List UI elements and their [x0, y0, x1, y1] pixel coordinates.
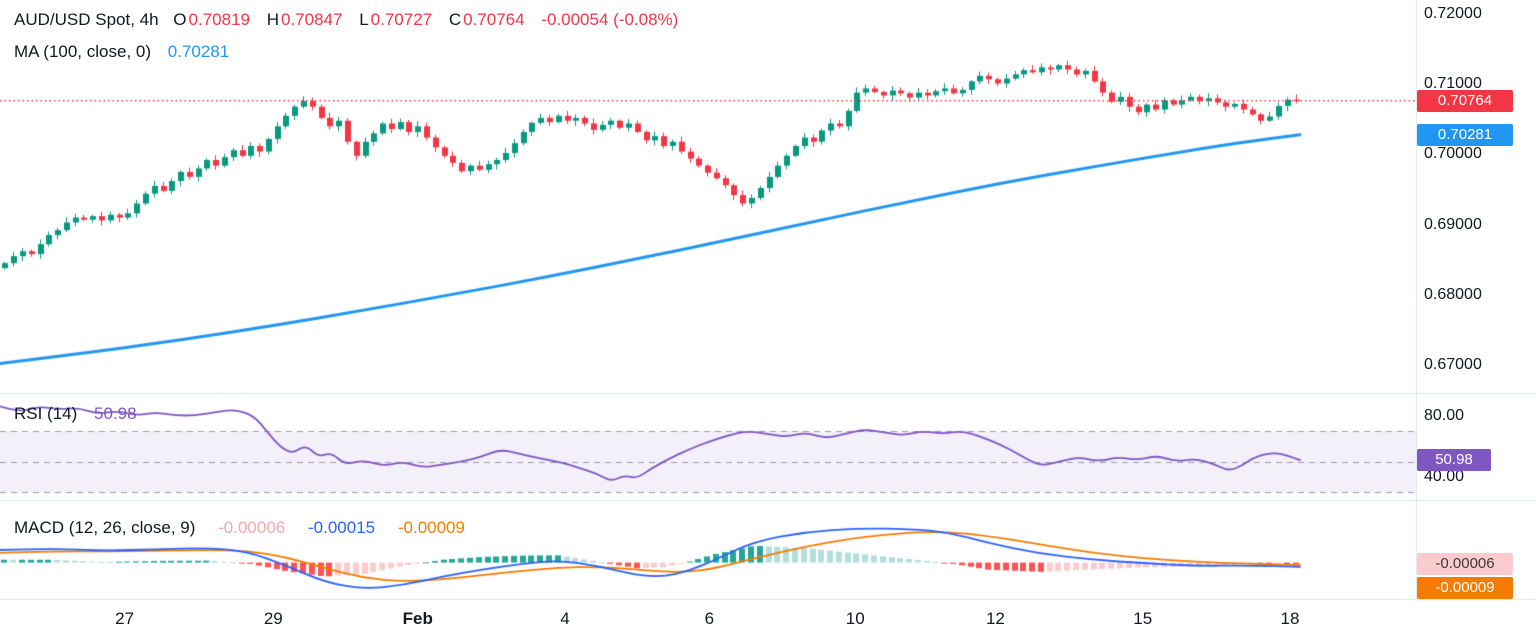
price-axis-label: 0.69000 [1424, 215, 1482, 233]
price-axis-label: 0.71000 [1424, 75, 1482, 93]
macd-legend: MACD (12, 26, close, 9) -0.00006 -0.0001… [14, 517, 465, 539]
time-axis-label: 29 [263, 609, 283, 628]
rsi-legend: RSI (14) 50.98 [14, 403, 137, 425]
time-axis-label: 10 [845, 609, 865, 628]
price-axis-label: 0.72000 [1424, 5, 1482, 23]
time-axis-label: Feb [402, 609, 433, 628]
time-axis-label: 18 [1280, 609, 1300, 628]
ma-price-badge: 0.70281 [1417, 123, 1513, 146]
rsi-axis-label: 80.00 [1424, 406, 1465, 424]
time-axis-label: 4 [560, 609, 570, 628]
macd-line-value: -0.00015 [308, 518, 376, 537]
price-axis-label: 0.70000 [1424, 145, 1482, 163]
macd-signal-value: -0.00009 [397, 518, 465, 537]
rsi-axis-label: 40.00 [1424, 467, 1465, 485]
close-value: 0.70764 [463, 10, 525, 29]
low-value: 0.70727 [370, 10, 433, 29]
ma-indicator-label[interactable]: MA (100, close, 0) [14, 42, 152, 61]
ma-indicator-value: 0.70281 [167, 42, 230, 61]
rsi-indicator-value: 50.98 [94, 404, 137, 423]
symbol-title[interactable]: AUD/USD Spot, 4h [14, 10, 159, 29]
time-axis-label: 12 [985, 609, 1005, 628]
low-label: L [359, 10, 369, 29]
open-label: O [173, 10, 187, 29]
high-label: H [266, 10, 279, 29]
macd-hist-value: -0.00006 [218, 518, 286, 537]
macd-hist-badge: -0.00006 [1417, 553, 1513, 576]
macd-signal-badge: -0.00009 [1417, 577, 1513, 600]
rsi-indicator-label[interactable]: RSI (14) [14, 404, 78, 423]
high-value: 0.70847 [281, 10, 343, 29]
price-axis-label: 0.67000 [1424, 355, 1482, 373]
open-value: 0.70819 [188, 10, 250, 29]
rsi-value-badge: 50.98 [1417, 449, 1491, 472]
macd-indicator-label[interactable]: MACD (12, 26, close, 9) [14, 518, 196, 537]
ma-legend: MA (100, close, 0) 0.70281 [14, 41, 229, 63]
main-legend: AUD/USD Spot, 4h O 0.70819 H 0.70847 L 0.70… [14, 9, 678, 31]
change-value: -0.00054 (-0.08%) [541, 10, 679, 29]
last-price-badge: 0.70764 [1417, 89, 1513, 112]
close-label: C [448, 10, 462, 29]
time-axis-label: 15 [1133, 609, 1153, 628]
price-axis-label: 0.68000 [1424, 285, 1482, 303]
time-axis-label: 27 [115, 609, 135, 628]
time-axis-label: 6 [704, 609, 715, 628]
